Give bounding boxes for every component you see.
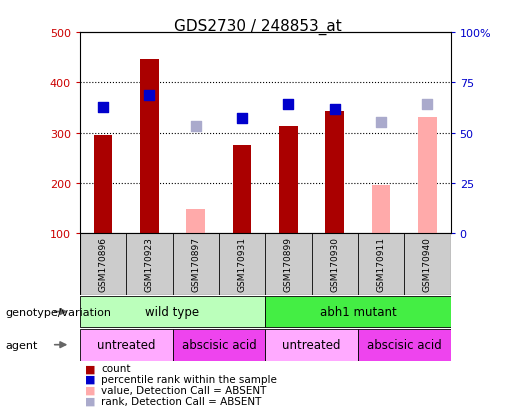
Bar — [80, 296, 265, 328]
Text: abh1 mutant: abh1 mutant — [319, 305, 397, 318]
Text: GSM170897: GSM170897 — [191, 237, 200, 292]
Text: GSM170923: GSM170923 — [145, 237, 154, 292]
Bar — [265, 296, 451, 328]
Point — [377, 120, 385, 126]
Text: ■: ■ — [85, 385, 95, 395]
Text: GSM170911: GSM170911 — [376, 237, 386, 292]
Point — [99, 105, 107, 112]
Text: genotype/variation: genotype/variation — [5, 307, 111, 317]
Point — [284, 102, 293, 109]
Point — [331, 107, 339, 114]
Text: ■: ■ — [85, 396, 95, 406]
Text: GDS2730 / 248853_at: GDS2730 / 248853_at — [174, 19, 341, 35]
Text: ■: ■ — [85, 374, 95, 384]
Bar — [418, 118, 437, 233]
Text: value, Detection Call = ABSENT: value, Detection Call = ABSENT — [101, 385, 267, 395]
Text: GSM170899: GSM170899 — [284, 237, 293, 292]
Point — [145, 93, 153, 99]
Point — [238, 116, 246, 123]
Bar — [186, 209, 205, 233]
Bar — [173, 329, 265, 361]
Text: GSM170931: GSM170931 — [237, 237, 247, 292]
Bar — [372, 185, 390, 233]
Text: rank, Detection Call = ABSENT: rank, Detection Call = ABSENT — [101, 396, 262, 406]
Point — [423, 102, 432, 109]
Text: untreated: untreated — [282, 338, 341, 351]
Text: untreated: untreated — [97, 338, 156, 351]
Text: GSM170940: GSM170940 — [423, 237, 432, 292]
Text: abscisic acid: abscisic acid — [181, 338, 256, 351]
Text: ■: ■ — [85, 363, 95, 373]
Bar — [80, 329, 173, 361]
Bar — [94, 136, 112, 233]
Bar — [358, 329, 451, 361]
Bar — [140, 59, 159, 233]
Text: abscisic acid: abscisic acid — [367, 338, 442, 351]
Bar — [233, 146, 251, 233]
Text: GSM170930: GSM170930 — [330, 237, 339, 292]
Text: GSM170896: GSM170896 — [98, 237, 108, 292]
Bar — [279, 127, 298, 233]
Bar — [265, 329, 358, 361]
Text: percentile rank within the sample: percentile rank within the sample — [101, 374, 278, 384]
Point — [192, 124, 200, 131]
Bar — [325, 112, 344, 233]
Text: count: count — [101, 363, 131, 373]
Text: wild type: wild type — [145, 305, 200, 318]
Text: agent: agent — [5, 340, 38, 350]
